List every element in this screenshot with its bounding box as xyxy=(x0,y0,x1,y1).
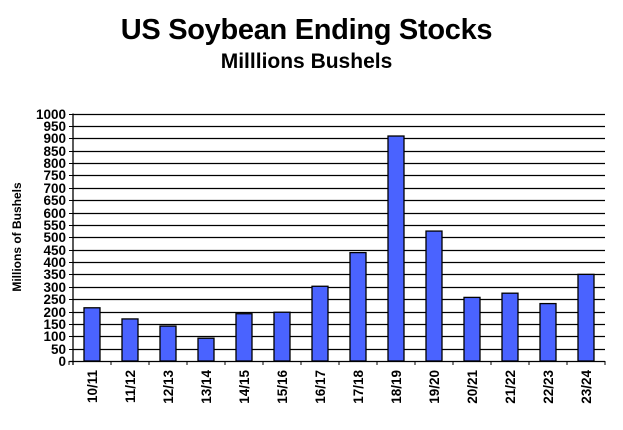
y-tick-label: 800 xyxy=(43,156,66,171)
x-tick-label: 20/21 xyxy=(465,370,480,404)
y-tick-label: 1000 xyxy=(36,107,66,122)
y-axis-ticks: 0501001502002503003504004505005506006507… xyxy=(36,107,73,369)
x-tick-label: 16/17 xyxy=(313,370,328,404)
y-tick-label: 100 xyxy=(43,329,66,344)
bar-23-24 xyxy=(577,273,595,362)
bar-17-18 xyxy=(349,251,367,362)
y-tick-label: 600 xyxy=(43,206,66,221)
bar-20-21 xyxy=(463,296,481,362)
x-tick-label: 15/16 xyxy=(275,370,290,404)
bar-18-19 xyxy=(387,135,405,362)
y-tick-label: 0 xyxy=(58,354,66,369)
x-tick-label: 18/19 xyxy=(389,370,404,404)
bars xyxy=(83,135,595,362)
bar-22-23 xyxy=(539,302,557,362)
y-tick-label: 550 xyxy=(43,218,66,233)
gridlines xyxy=(73,113,605,351)
y-tick-label: 250 xyxy=(43,292,66,307)
y-tick-label: 300 xyxy=(43,280,66,295)
bar-10-11 xyxy=(83,307,101,362)
y-tick-label: 350 xyxy=(43,267,66,282)
y-tick-label: 500 xyxy=(43,230,66,245)
y-tick-label: 850 xyxy=(43,144,66,159)
x-tick-label: 13/14 xyxy=(199,370,214,404)
y-tick-label: 750 xyxy=(43,168,66,183)
y-tick-label: 700 xyxy=(43,181,66,196)
bar-12-13 xyxy=(159,325,177,362)
x-tick-label: 17/18 xyxy=(351,370,366,404)
y-tick-label: 650 xyxy=(43,193,66,208)
y-tick-label: 400 xyxy=(43,255,66,270)
bar-14-15 xyxy=(235,313,253,362)
y-tick-label: 950 xyxy=(43,119,66,134)
x-tick-label: 11/12 xyxy=(123,370,138,403)
x-tick-label: 10/11 xyxy=(85,370,100,404)
x-tick-label: 21/22 xyxy=(503,370,518,404)
y-tick-label: 900 xyxy=(43,131,66,146)
y-tick-label: 200 xyxy=(43,305,66,320)
bar-19-20 xyxy=(425,230,443,362)
y-tick-label: 450 xyxy=(43,243,66,258)
chart-title: US Soybean Ending Stocks xyxy=(120,14,493,46)
chart-subtitle: Milllions Bushels xyxy=(220,50,393,73)
bar-16-17 xyxy=(311,285,329,362)
bar-11-12 xyxy=(121,318,139,362)
bar-21-22 xyxy=(501,292,519,362)
x-tick-label: 14/15 xyxy=(237,370,252,404)
x-axis-ticks: 10/11 11/12 12/13 13/14 14/15 15/16 16/17 17/18… xyxy=(68,361,606,404)
bar-13-14 xyxy=(197,337,215,362)
bar-15-16 xyxy=(273,311,291,362)
y-tick-label: 50 xyxy=(51,342,66,357)
x-tick-label: 23/24 xyxy=(579,370,594,404)
x-tick-label: 12/13 xyxy=(161,370,176,404)
y-tick-label: 150 xyxy=(43,317,66,332)
x-tick-label: 19/20 xyxy=(427,370,442,404)
x-tick-label: 22/23 xyxy=(541,370,556,404)
axes xyxy=(69,113,605,365)
